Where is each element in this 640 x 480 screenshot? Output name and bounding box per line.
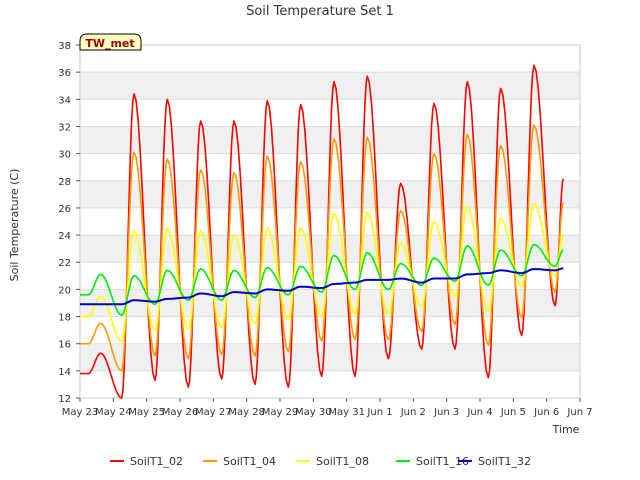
x-tick-label: Jun 3 [433,407,459,418]
y-tick-label: 36 [58,68,71,79]
x-tick-label: May 27 [195,407,232,418]
y-tick-label: 26 [58,204,71,215]
y-tick-label: 24 [58,231,71,242]
plot-band [80,289,580,317]
x-tick-label: May 29 [262,407,299,418]
y-tick-label: 20 [58,285,71,296]
legend: SoilT1_02 SoilT1_04 SoilT1_08 SoilT1_16 Soil… [110,455,531,468]
y-tick-label: 28 [58,177,71,188]
legend-label: SoilT1_32 [478,455,531,468]
series-line-soilt1-08 [80,203,564,342]
chart-title: Soil Temperature Set 1 [246,4,394,19]
series-line-soilt1-16 [80,243,564,316]
y-tick-label: 22 [58,258,71,269]
x-tick-label: Jun 2 [400,407,426,418]
y-tick-label: 18 [58,313,71,324]
y-tick-label: 30 [58,150,71,161]
plot-area [79,44,581,399]
series-line-soilt1-02 [80,64,565,399]
plot-band [80,343,580,371]
y-tick-label: 14 [58,367,71,378]
y-tick-label: 16 [58,340,71,351]
x-tick-label: Jun 1 [366,407,392,418]
legend-label: SoilT1_16 [416,455,469,468]
series-line-soilt1-04 [80,124,565,372]
y-axis-label: Soil Temperature (C) [8,169,21,282]
plot-band [80,72,580,100]
x-tick-label: May 30 [295,407,332,418]
x-tick-label: Jun 5 [500,407,526,418]
x-tick-label: May 28 [228,407,265,418]
x-tick-label: May 25 [128,407,165,418]
x-tick-label: May 23 [62,407,99,418]
y-tick-label: 12 [58,394,71,405]
y-tick-label: 32 [58,122,71,133]
legend-label: SoilT1_08 [316,455,369,468]
x-tick-label: May 31 [328,407,365,418]
y-tick-label: 34 [58,95,71,106]
station-label: TW_met [85,37,134,50]
x-tick-label: May 26 [162,407,199,418]
x-tick-label: Jun 4 [466,407,492,418]
legend-label: SoilT1_02 [130,455,183,468]
y-tick-label: 38 [58,41,71,52]
x-axis-label: Time [552,423,580,436]
x-tick-label: Jun 6 [533,407,559,418]
station-label-box: TW_met [79,33,142,51]
series-line-soilt1-32 [79,267,564,306]
y-axis: 12 14 16 18 20 22 24 26 28 30 32 34 36 38 [58,41,80,405]
x-tick-label: May 24 [95,407,132,418]
legend-label: SoilT1_04 [223,455,276,468]
plot-background-bands [80,44,580,399]
series-lines [79,64,565,399]
x-tick-label: Jun 7 [566,407,592,418]
